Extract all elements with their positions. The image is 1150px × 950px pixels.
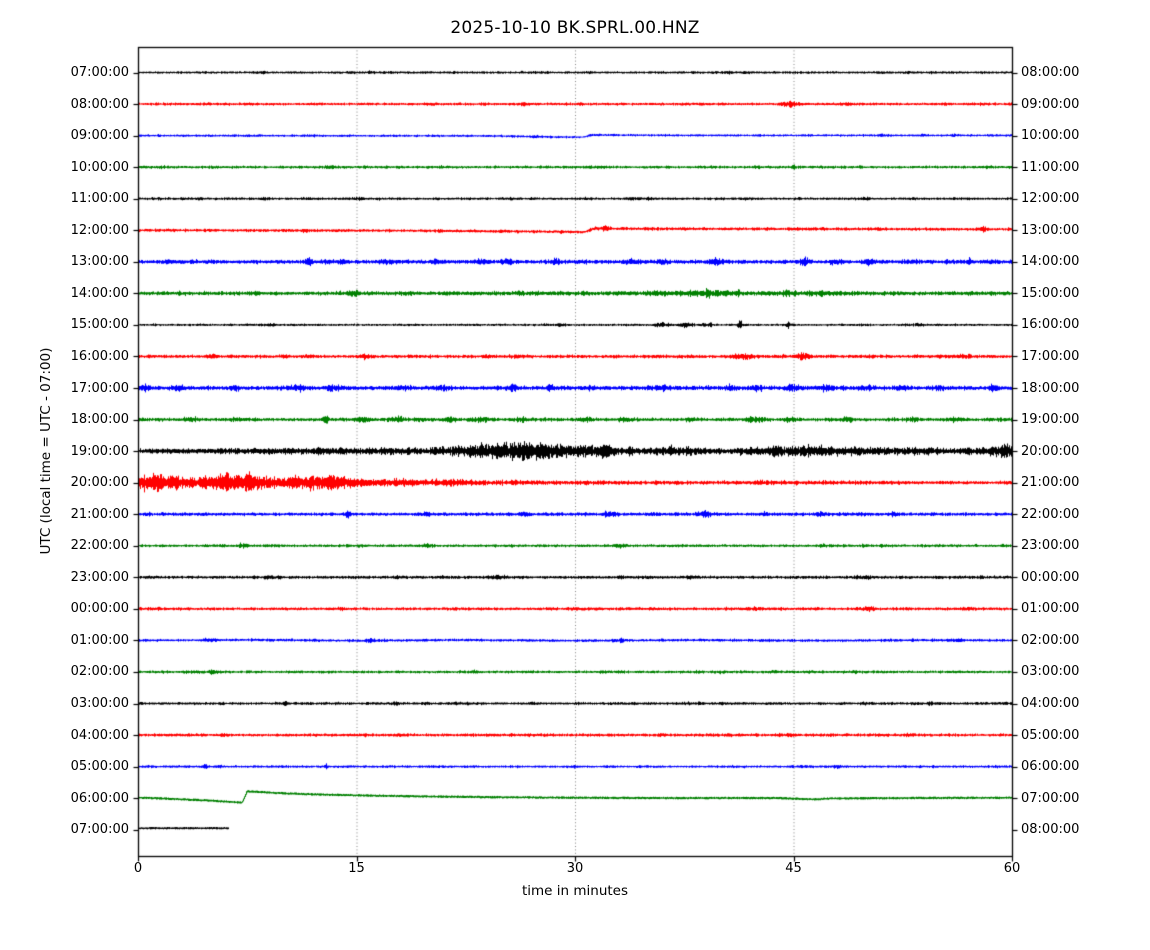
y-tick-label-right: 12:00:00	[1021, 191, 1080, 207]
y-tick-label-right: 13:00:00	[1021, 222, 1080, 238]
y-tick-label-right: 15:00:00	[1021, 285, 1080, 301]
y-tick-label-left: 05:00:00	[70, 759, 129, 775]
y-tick-label-left: 07:00:00	[70, 65, 129, 80]
y-tick-label-right: 06:00:00	[1021, 759, 1080, 775]
y-tick-label-left: 22:00:00	[70, 538, 129, 554]
y-tick-label-left: 20:00:00	[70, 475, 129, 491]
y-tick-label-right: 01:00:00	[1021, 601, 1080, 617]
y-tick-label-left: 23:00:00	[70, 569, 129, 585]
y-tick-label-left: 09:00:00	[70, 128, 129, 144]
y-tick-label-left: 01:00:00	[70, 632, 129, 648]
y-tick-label-left: 03:00:00	[70, 696, 129, 711]
y-tick-label-right: 20:00:00	[1021, 443, 1080, 459]
plot-title: 2025-10-10 BK.SPRL.00.HNZ	[450, 18, 700, 38]
y-tick-label-right: 03:00:00	[1021, 664, 1080, 680]
y-tick-label-left: 06:00:00	[70, 790, 129, 806]
y-tick-label-right: 10:00:00	[1021, 128, 1080, 144]
y-tick-label-right: 02:00:00	[1021, 632, 1080, 648]
x-axis-label: time in minutes	[521, 883, 629, 899]
y-tick-label-right: 08:00:00	[1021, 65, 1080, 80]
y-tick-label-left: 11:00:00	[70, 191, 129, 207]
x-tick-label: 30	[566, 861, 584, 876]
x-tick-label: 60	[1003, 861, 1021, 876]
y-tick-label-right: 05:00:00	[1021, 727, 1080, 743]
y-tick-label-right: 08:00:00	[1021, 822, 1080, 838]
y-tick-label-left: 14:00:00	[70, 285, 129, 301]
y-tick-label-left: 04:00:00	[70, 727, 129, 743]
y-tick-label-left: 21:00:00	[70, 506, 129, 522]
y-tick-label-right: 11:00:00	[1021, 159, 1080, 175]
y-tick-label-left: 07:00:00	[70, 822, 129, 838]
y-tick-label-left: 13:00:00	[70, 254, 129, 270]
y-tick-label-right: 04:00:00	[1021, 696, 1080, 711]
y-tick-label-left: 15:00:00	[70, 317, 129, 333]
y-tick-label-right: 07:00:00	[1021, 790, 1080, 806]
y-tick-label-left: 08:00:00	[70, 96, 129, 112]
y-tick-label-right: 14:00:00	[1021, 254, 1080, 270]
y-tick-label-left: 12:00:00	[70, 222, 129, 238]
y-tick-label-left: 18:00:00	[70, 412, 129, 428]
y-tick-label-right: 22:00:00	[1021, 506, 1080, 522]
y-tick-label-right: 21:00:00	[1021, 475, 1080, 491]
y-tick-label-right: 23:00:00	[1021, 538, 1080, 554]
y-tick-label-right: 19:00:00	[1021, 412, 1080, 428]
x-tick-label: 45	[785, 861, 802, 876]
y-tick-label-right: 18:00:00	[1021, 380, 1080, 396]
y-tick-label-left: 16:00:00	[70, 348, 129, 364]
y-tick-label-right: 17:00:00	[1021, 348, 1080, 364]
y-tick-label-left: 19:00:00	[70, 443, 129, 459]
y-tick-label-left: 02:00:00	[70, 664, 129, 680]
y-tick-label-right: 09:00:00	[1021, 96, 1080, 112]
x-tick-label: 0	[133, 861, 143, 876]
x-tick-label: 15	[348, 861, 365, 876]
y-tick-label-left: 17:00:00	[70, 380, 129, 396]
y-tick-label-right: 16:00:00	[1021, 317, 1080, 333]
y-tick-label-right: 00:00:00	[1021, 569, 1080, 585]
y-tick-label-left: 00:00:00	[70, 601, 129, 617]
y-tick-label-left: 10:00:00	[70, 159, 129, 175]
